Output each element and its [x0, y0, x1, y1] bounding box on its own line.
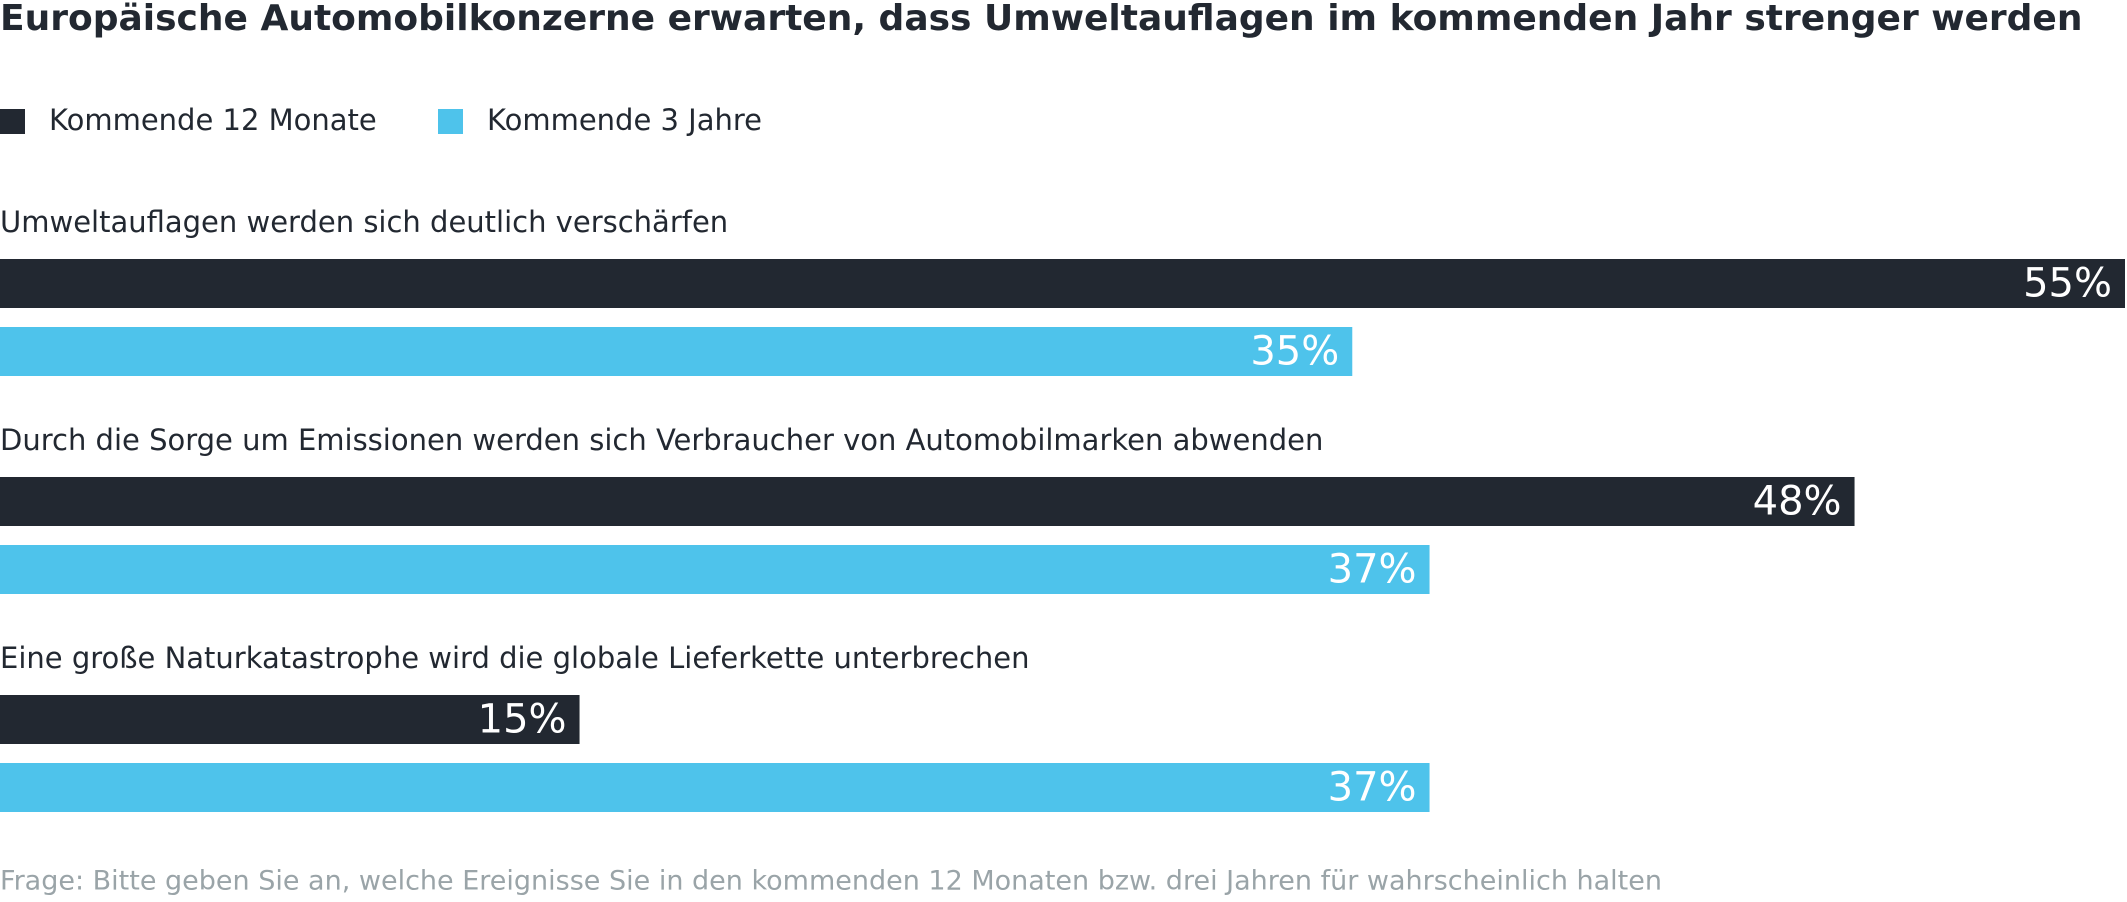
bar [0, 327, 1353, 376]
category-label: Umweltauflagen werden sich deutlich vers… [0, 205, 728, 239]
bar [0, 763, 1430, 812]
value-label: 35% [1250, 329, 1339, 375]
bar [0, 259, 2125, 308]
legend-label: Kommende 12 Monate [49, 103, 377, 137]
bar [0, 695, 580, 744]
legend-swatch [0, 109, 25, 134]
bar [0, 545, 1430, 594]
category-label: Eine große Naturkatastrophe wird die glo… [0, 641, 1030, 675]
bar [0, 477, 1855, 526]
value-label: 55% [2023, 261, 2112, 307]
footnote: Frage: Bitte geben Sie an, welche Ereign… [0, 866, 1662, 897]
legend-swatch [438, 109, 463, 134]
value-label: 37% [1328, 547, 1417, 593]
value-label: 15% [478, 697, 567, 743]
chart-title: Europäische Automobilkonzerne erwarten, … [0, 0, 2082, 39]
category-label: Durch die Sorge um Emissionen werden sic… [0, 423, 1323, 457]
legend-label: Kommende 3 Jahre [487, 103, 762, 137]
value-label: 48% [1753, 479, 1842, 525]
value-label: 37% [1328, 765, 1417, 811]
